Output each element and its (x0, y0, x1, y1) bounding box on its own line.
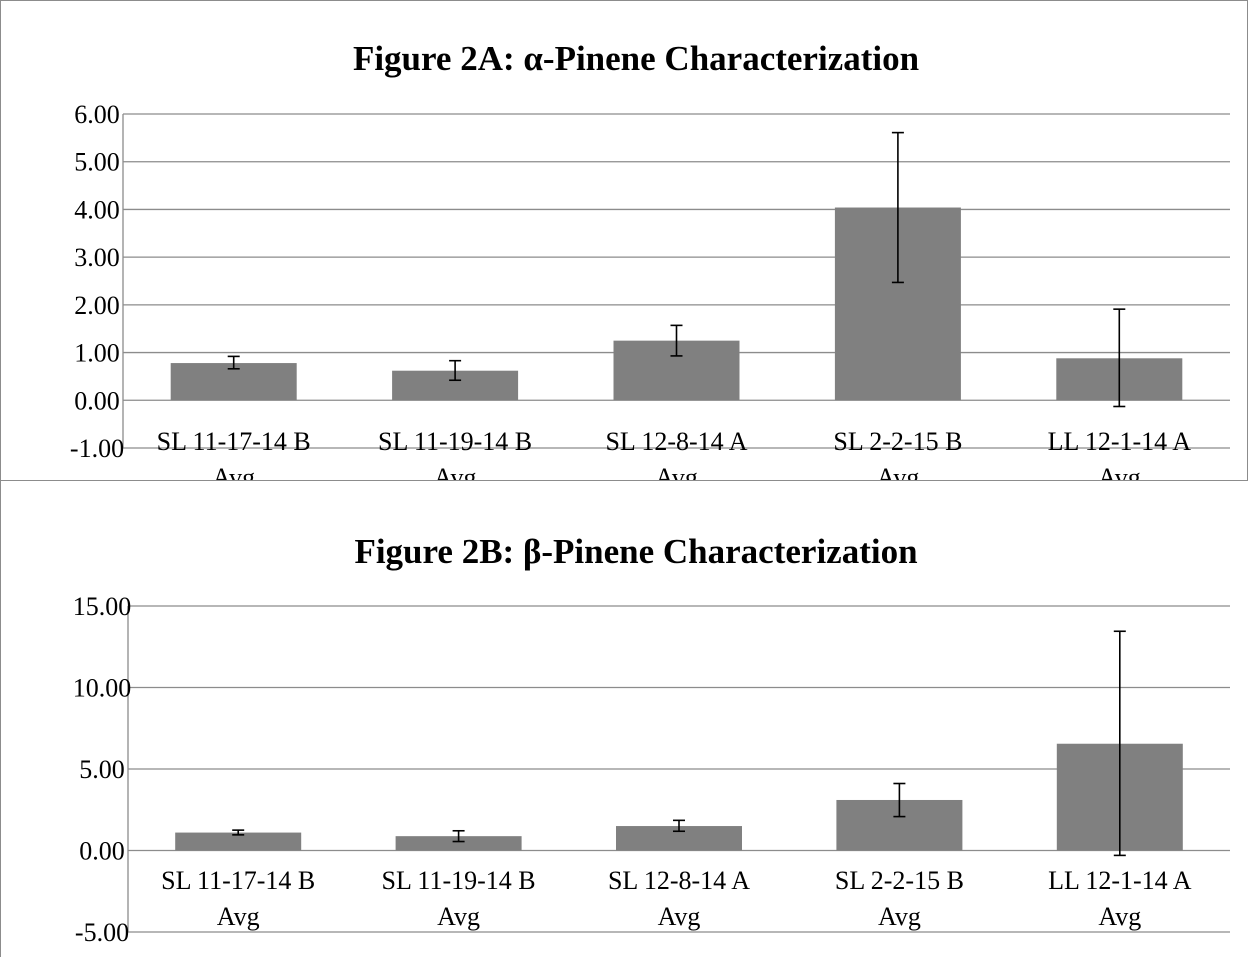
x-category-label: Avg (434, 463, 477, 480)
y-tick-label: 5.00 (79, 755, 125, 784)
error-bars (232, 630, 1126, 857)
y-tick-label: -5.00 (75, 918, 129, 947)
x-category-labels: SL 11-17-14 B Avg SL 11-19-14 B Avg SL 12-8-… (161, 866, 1192, 931)
x-category-label: SL 11-19-14 B (382, 866, 536, 895)
error-bar (1113, 630, 1126, 857)
x-category-label: LL 12-1-14 A (1048, 866, 1192, 895)
alpha-pinene-chart: Figure 2A: α-Pinene Characterization 6.0… (70, 39, 1230, 480)
x-category-label: Avg (1098, 463, 1141, 480)
y-tick-labels: 15.00 10.00 5.00 0.00 -5.00 (73, 592, 132, 947)
x-category-label: LL 12-1-14 A (1048, 427, 1192, 456)
y-tick-label: 2.00 (74, 291, 120, 320)
error-bar (893, 782, 906, 818)
y-tick-label: 1.00 (74, 339, 120, 368)
x-category-label: SL 11-19-14 B (378, 427, 532, 456)
y-tick-label: 15.00 (73, 592, 132, 621)
x-category-label: SL 11-17-14 B (157, 427, 311, 456)
chart-title: Figure 2B: β-Pinene Characterization (354, 532, 917, 571)
x-category-label: SL 2-2-15 B (835, 866, 964, 895)
y-tick-label: 0.00 (74, 386, 120, 415)
error-bar (227, 355, 240, 370)
x-category-labels: SL 11-17-14 B Avg SL 11-19-14 B Avg SL 12-8-… (157, 427, 1192, 480)
y-tick-label: 10.00 (73, 674, 132, 703)
x-category-label: Avg (655, 463, 698, 480)
x-category-label: Avg (212, 463, 255, 480)
bars (170, 207, 1183, 401)
bars (175, 743, 1183, 851)
y-tick-labels: 6.00 5.00 4.00 3.00 2.00 1.00 0.00 -1.00 (70, 100, 124, 463)
x-category-label: Avg (658, 902, 701, 931)
chart-panel-alpha-pinene: Figure 2A: α-Pinene Characterization 6.0… (0, 0, 1248, 481)
error-bar (232, 829, 245, 836)
y-tick-label: -1.00 (70, 434, 124, 463)
x-category-label: SL 11-17-14 B (161, 866, 315, 895)
beta-pinene-chart: Figure 2B: β-Pinene Characterization 15.… (73, 532, 1230, 947)
error-bar (670, 324, 683, 357)
grid-lines (122, 113, 1230, 449)
x-category-label: Avg (437, 902, 480, 931)
x-category-label: Avg (1098, 902, 1141, 931)
bar (395, 836, 522, 851)
error-bar (452, 829, 465, 843)
bar (175, 832, 302, 851)
y-tick-label: 5.00 (74, 148, 120, 177)
x-category-label: Avg (876, 463, 919, 480)
error-bar (891, 131, 904, 284)
y-tick-label: 4.00 (74, 195, 120, 224)
error-bar (1113, 308, 1126, 408)
x-category-label: SL 12-8-14 A (608, 866, 750, 895)
error-bars (227, 131, 1126, 408)
y-tick-label: 3.00 (74, 243, 120, 272)
chart-title: Figure 2A: α-Pinene Characterization (353, 39, 919, 78)
x-category-label: SL 2-2-15 B (833, 427, 962, 456)
error-bar (449, 359, 462, 382)
x-category-label: SL 12-8-14 A (605, 427, 747, 456)
chart-panel-beta-pinene: Figure 2B: β-Pinene Characterization 15.… (0, 481, 1248, 957)
y-tick-label: 6.00 (74, 100, 120, 129)
x-category-label: Avg (217, 902, 260, 931)
y-tick-label: 0.00 (79, 837, 125, 866)
error-bar (673, 819, 685, 833)
x-category-label: Avg (878, 902, 921, 931)
